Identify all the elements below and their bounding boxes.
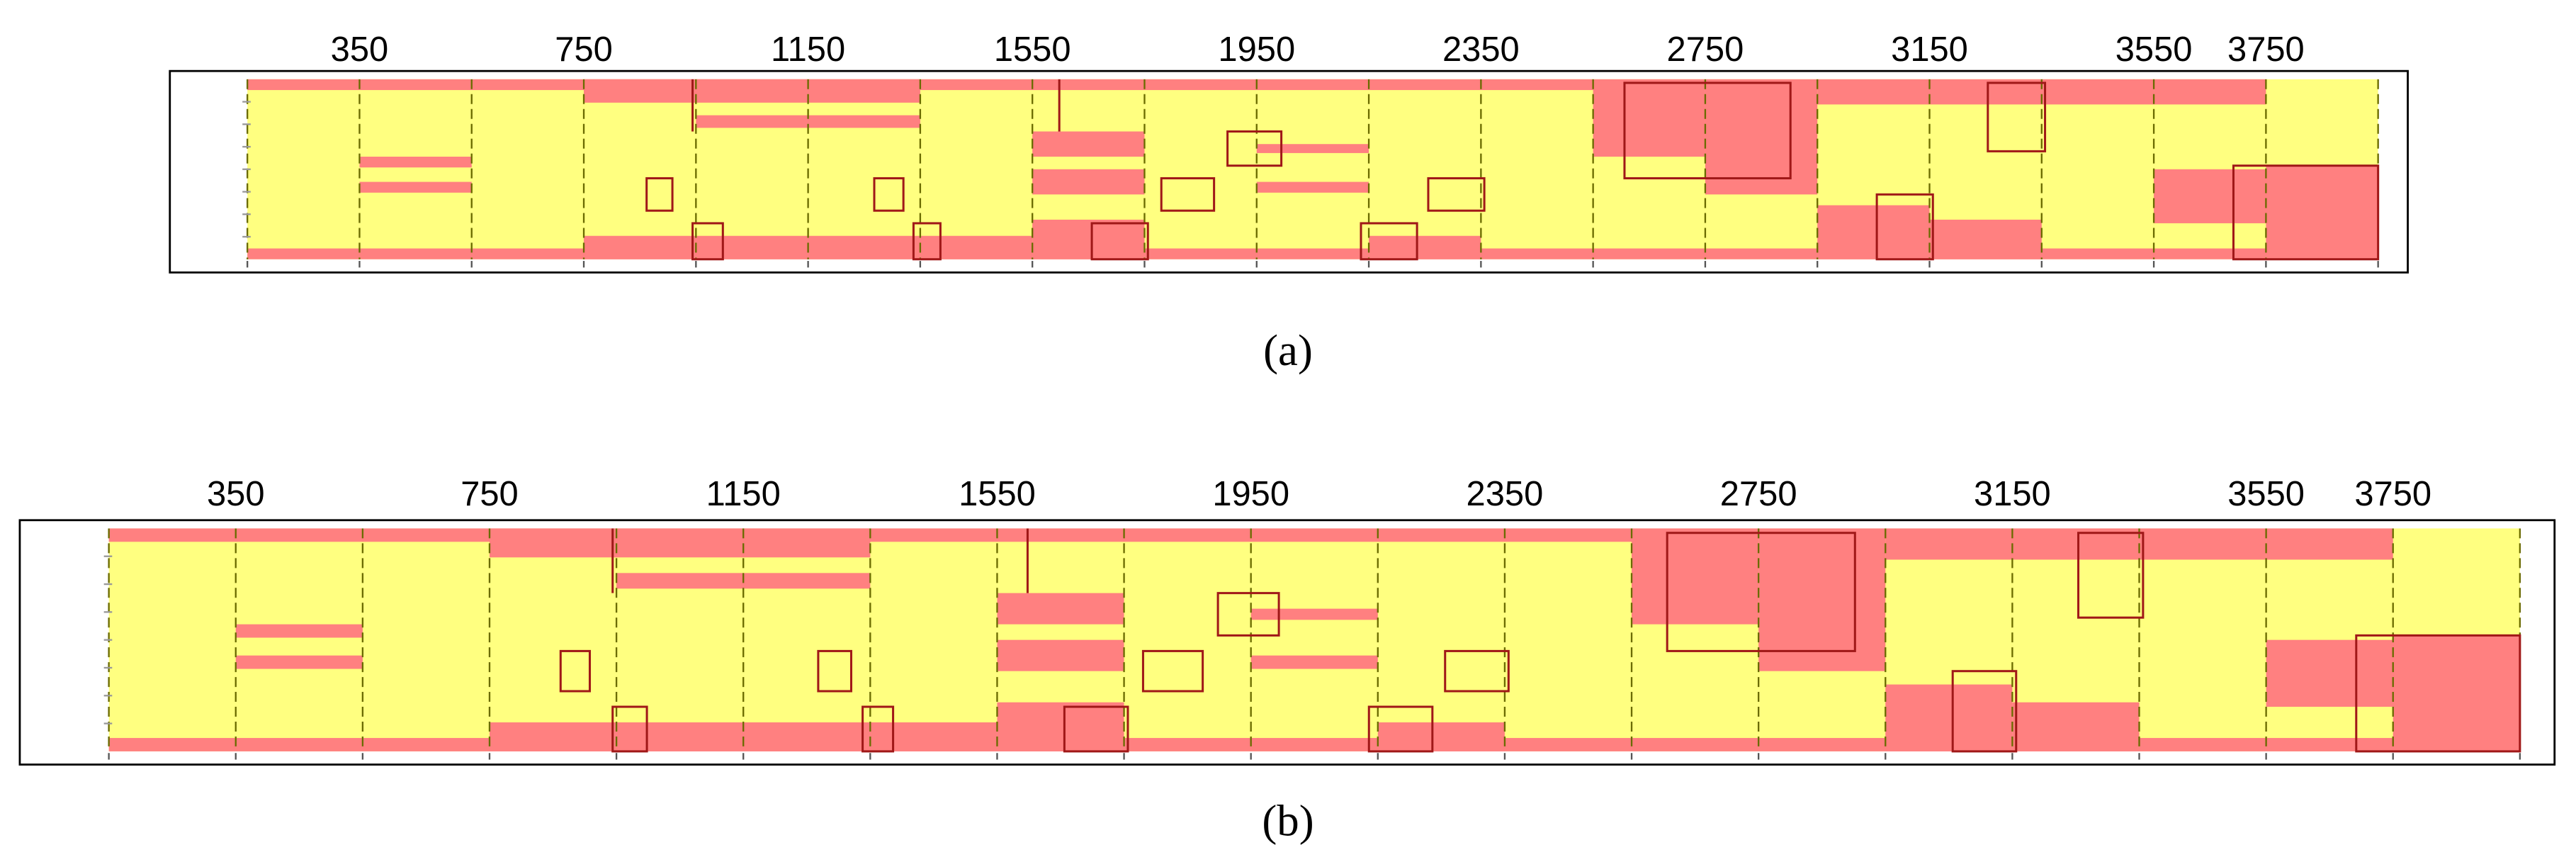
panel-caption: (b): [1262, 796, 1314, 846]
tick-label: 1550: [959, 475, 1036, 513]
tick-label: 3750: [2227, 30, 2305, 69]
red-region: [489, 528, 871, 558]
tick-label: 350: [207, 475, 265, 513]
item-box: [1141, 649, 1204, 693]
item-box: [611, 705, 648, 753]
item-box: [559, 649, 591, 693]
red-region: [1256, 181, 1369, 193]
item-box: [2232, 164, 2380, 261]
tick-label: 2750: [1667, 30, 1744, 69]
red-region: [1250, 608, 1378, 620]
red-region: [235, 624, 363, 638]
tick-label: 3150: [1974, 475, 2051, 513]
red-region: [1377, 722, 1505, 751]
red-region: [997, 593, 1124, 625]
tick-label: 2750: [1720, 475, 1797, 513]
red-region: [359, 181, 472, 193]
red-region: [584, 79, 920, 103]
item-box: [645, 177, 674, 212]
item-box: [1951, 670, 2018, 753]
tick-label: 1950: [1212, 475, 1289, 513]
item-box: [1987, 82, 2047, 152]
strip: [247, 79, 2378, 259]
item-box: [1623, 82, 1792, 179]
item-box: [2355, 634, 2521, 753]
red-region: [1250, 655, 1378, 669]
red-region: [2154, 79, 2266, 105]
panel: 350 750 1150 1550 1950 2350 2750 3150 3550 3750 (a…: [169, 30, 2409, 375]
tick-label: 1150: [771, 30, 845, 69]
red-region: [2266, 165, 2378, 259]
tick-label: 1550: [994, 30, 1071, 69]
red-region: [1817, 79, 2154, 105]
red-region: [1705, 79, 1818, 195]
red-region: [1032, 131, 1145, 157]
item-box: [2077, 532, 2145, 619]
red-region: [2393, 635, 2520, 751]
red-region: [1593, 79, 1705, 157]
tick-label: 750: [555, 30, 613, 69]
red-region: [1032, 169, 1145, 195]
red-region: [1369, 235, 1481, 259]
tick-label: 3750: [2354, 475, 2431, 513]
red-region: [108, 738, 2520, 751]
panel-caption: (a): [1263, 325, 1313, 375]
item-box: [873, 177, 905, 212]
red-region: [997, 639, 1124, 671]
item-box: [1090, 222, 1149, 261]
panel: 350 750 1150 1550 1950 2350 2750 3150 3550 3750 (b…: [18, 475, 2556, 846]
item-box: [691, 222, 724, 261]
item-box: [1360, 222, 1418, 261]
red-region: [997, 702, 1124, 751]
strip: [108, 528, 2520, 751]
item-box: [1216, 592, 1280, 637]
item-box: [1160, 177, 1216, 212]
red-region: [1632, 528, 1759, 625]
item-box: [1226, 130, 1283, 167]
item-box: [1444, 649, 1510, 693]
tick-label: 1150: [706, 475, 781, 513]
item-box: [862, 705, 895, 753]
tick-label: 3550: [2227, 475, 2305, 513]
red-region: [1256, 144, 1369, 153]
tick-label: 3550: [2115, 30, 2193, 69]
tick-label: 350: [331, 30, 389, 69]
tick-label: 750: [461, 475, 519, 513]
red-region: [696, 115, 920, 128]
red-region: [1032, 219, 1145, 259]
item-box: [1063, 705, 1129, 753]
item-box: [1427, 177, 1486, 212]
item-box: [1875, 193, 1934, 261]
item-box: [912, 222, 942, 261]
tick-label: 2350: [1467, 475, 1544, 513]
tick-label: 3150: [1891, 30, 1968, 69]
red-region: [2266, 528, 2393, 560]
red-region: [1758, 528, 1886, 671]
tick-label: 1950: [1218, 30, 1295, 69]
red-region: [247, 248, 2378, 259]
tick-label: 2350: [1442, 30, 1520, 69]
item-box: [817, 649, 852, 693]
item-box: [1666, 532, 1856, 652]
item-box: [1367, 705, 1434, 753]
red-region: [359, 156, 472, 168]
red-region: [1885, 528, 2266, 560]
red-region: [235, 655, 363, 669]
